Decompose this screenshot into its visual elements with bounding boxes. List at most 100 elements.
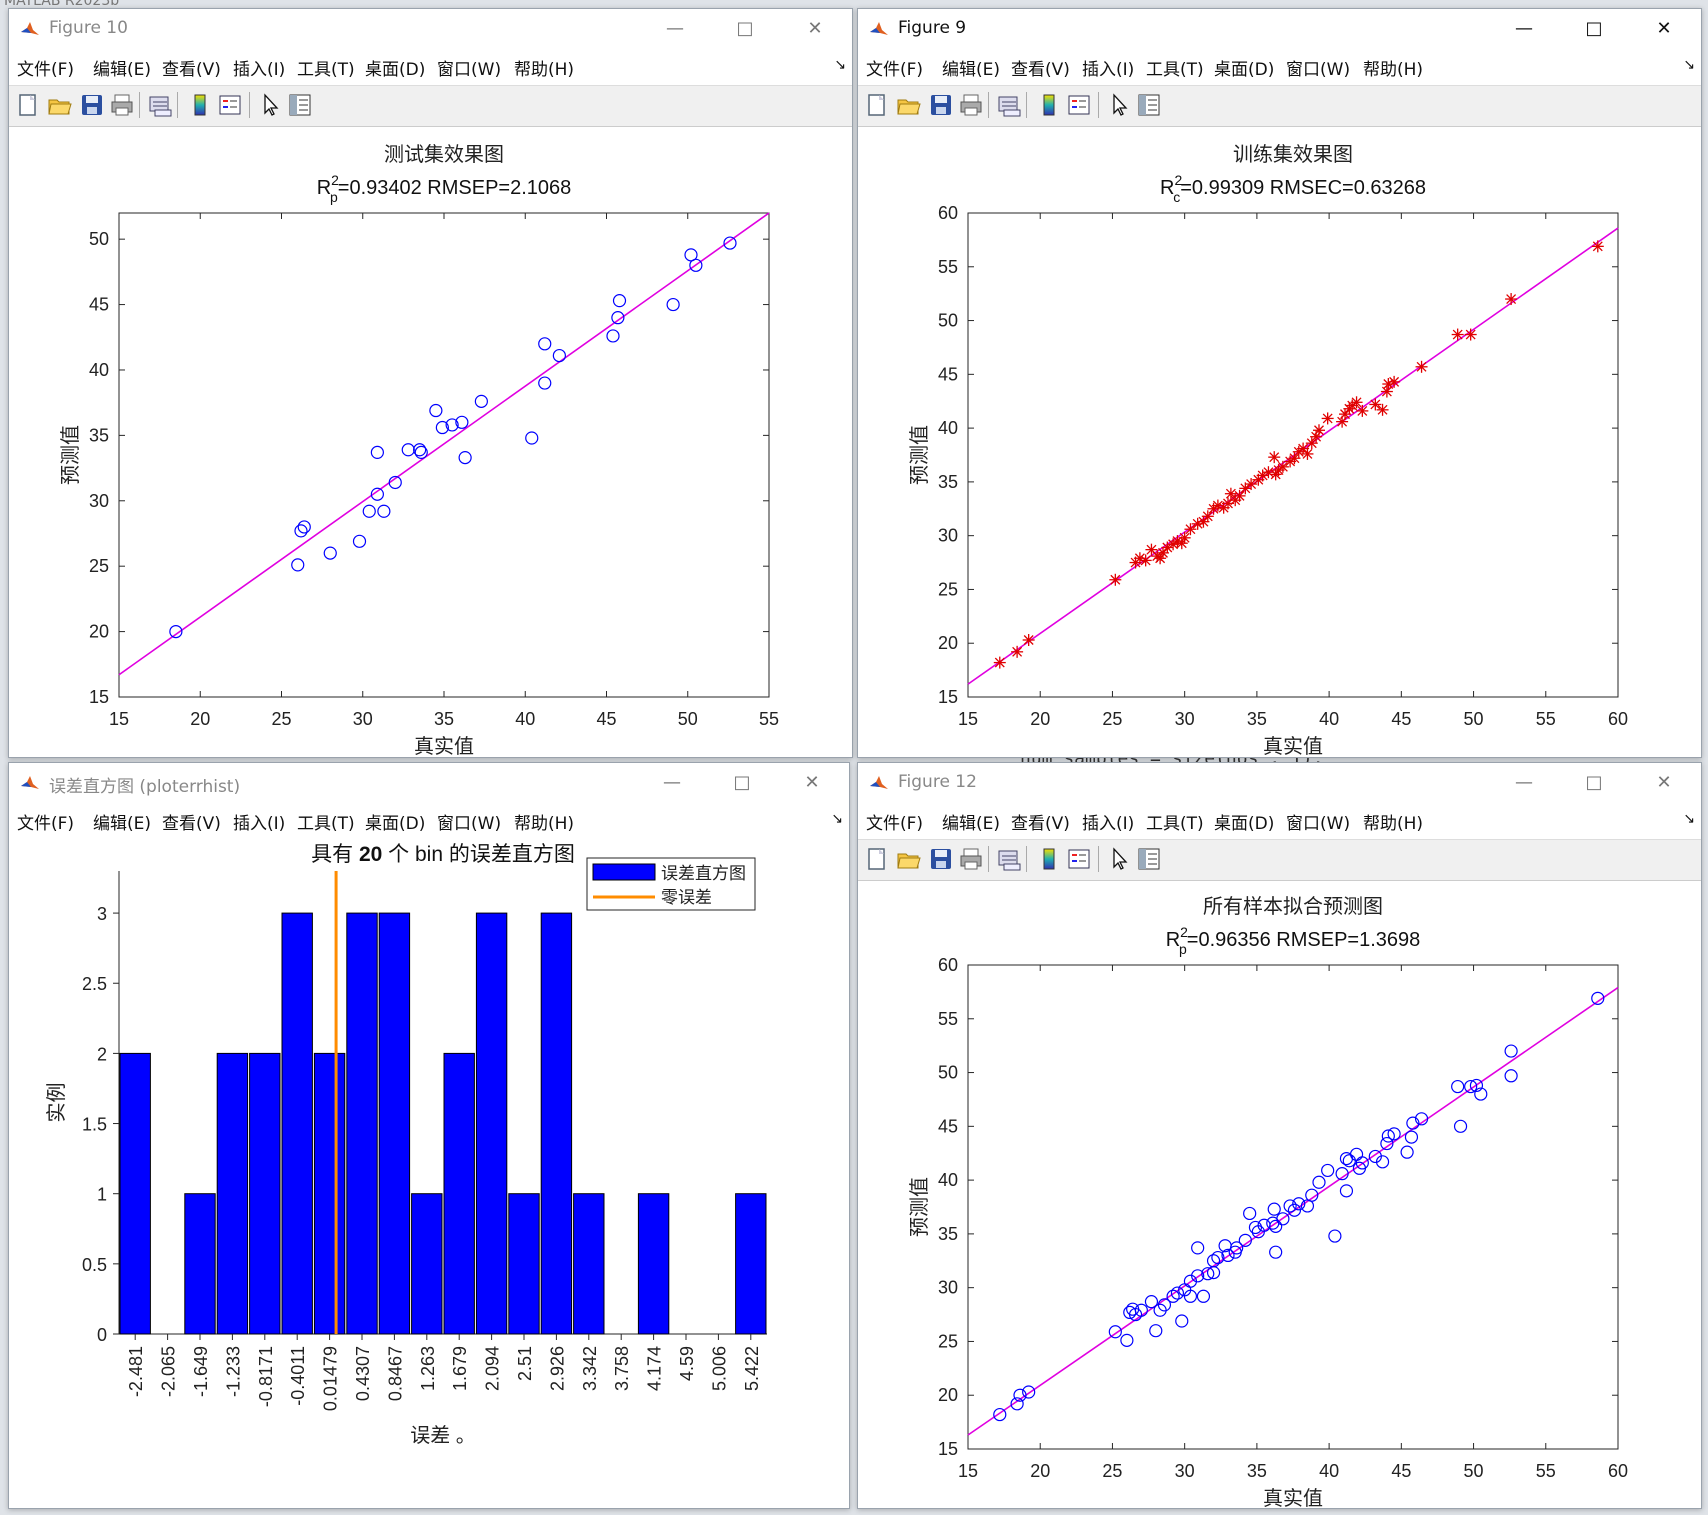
x-tick-label: 55 xyxy=(1536,709,1556,729)
close-button[interactable]: ✕ xyxy=(807,18,823,39)
menu-item[interactable]: 查看(V) xyxy=(162,814,221,834)
save-icon[interactable] xyxy=(79,92,105,118)
menu-item[interactable]: 工具(T) xyxy=(297,814,355,834)
maximize-button[interactable]: □ xyxy=(1585,772,1603,793)
open-folder-icon[interactable] xyxy=(47,92,73,118)
menu-item[interactable]: 编辑(E) xyxy=(93,60,152,80)
title-bar[interactable]: Figure 9 — □ ✕ xyxy=(858,9,1701,49)
close-button[interactable]: ✕ xyxy=(1656,772,1672,793)
new-file-icon[interactable] xyxy=(864,92,890,118)
open-folder-icon[interactable] xyxy=(896,92,922,118)
menu-item[interactable]: 窗口(W) xyxy=(437,60,502,80)
menu-item[interactable]: 文件(F) xyxy=(866,814,924,834)
menu-item[interactable]: 查看(V) xyxy=(162,60,221,80)
maximize-button[interactable]: □ xyxy=(1585,18,1603,39)
title-bar[interactable]: Figure 12 — □ ✕ xyxy=(858,763,1701,803)
close-button[interactable]: ✕ xyxy=(804,772,820,793)
y-tick-label: 0.5 xyxy=(82,1255,107,1275)
link-plot-icon[interactable] xyxy=(996,846,1022,872)
colorbar-icon[interactable] xyxy=(187,92,213,118)
menu-item[interactable]: 帮助(H) xyxy=(514,60,575,80)
window-title: Figure 12 xyxy=(898,772,977,792)
menu-item[interactable]: 编辑(E) xyxy=(93,814,152,834)
menu-item[interactable]: 窗口(W) xyxy=(1286,60,1351,80)
x-tick-label: 4.174 xyxy=(645,1346,665,1391)
menu-item[interactable]: 查看(V) xyxy=(1011,814,1070,834)
menu-item[interactable]: 帮助(H) xyxy=(1363,814,1424,834)
menu-item[interactable]: 桌面(D) xyxy=(1214,814,1275,834)
menu-item[interactable]: 帮助(H) xyxy=(1363,60,1424,80)
subtitle-subscript: p xyxy=(330,189,338,205)
menu-item[interactable]: 工具(T) xyxy=(297,60,355,80)
property-inspector-icon[interactable] xyxy=(1136,846,1162,872)
menu-item[interactable]: 文件(F) xyxy=(17,814,75,834)
menu-overflow-icon[interactable]: ↘ xyxy=(1683,57,1695,73)
data-point xyxy=(362,504,376,518)
data-point xyxy=(1339,408,1351,421)
colorbar-icon[interactable] xyxy=(1036,846,1062,872)
property-inspector-icon[interactable] xyxy=(1136,92,1162,118)
menu-item[interactable]: 编辑(E) xyxy=(942,814,1001,834)
menu-item[interactable]: 窗口(W) xyxy=(437,814,502,834)
maximize-button[interactable]: □ xyxy=(733,772,751,793)
print-icon[interactable] xyxy=(109,92,135,118)
legend-icon[interactable] xyxy=(1066,92,1092,118)
legend-icon[interactable] xyxy=(217,92,243,118)
minimize-button[interactable]: — xyxy=(1515,772,1533,793)
new-file-icon[interactable] xyxy=(15,92,41,118)
save-icon[interactable] xyxy=(928,92,954,118)
menu-item[interactable]: 编辑(E) xyxy=(942,60,1001,80)
data-point xyxy=(455,415,469,429)
colorbar-icon[interactable] xyxy=(1036,92,1062,118)
legend-icon[interactable] xyxy=(1066,846,1092,872)
menu-item[interactable]: 查看(V) xyxy=(1011,60,1070,80)
menu-item[interactable]: 桌面(D) xyxy=(365,60,426,80)
data-point xyxy=(1243,1206,1257,1221)
menu-item[interactable]: 插入(I) xyxy=(233,814,286,834)
new-file-icon[interactable] xyxy=(864,846,890,872)
menu-item[interactable]: 文件(F) xyxy=(866,60,924,80)
x-tick-label: 0.4307 xyxy=(353,1346,373,1401)
print-icon[interactable] xyxy=(958,92,984,118)
menu-overflow-icon[interactable]: ↘ xyxy=(834,57,846,73)
y-tick-label: 3 xyxy=(97,904,107,924)
data-point xyxy=(1268,451,1281,464)
menu-overflow-icon[interactable]: ↘ xyxy=(1683,811,1695,827)
menu-item[interactable]: 插入(I) xyxy=(1082,814,1135,834)
link-plot-icon[interactable] xyxy=(147,92,173,118)
menu-item[interactable]: 帮助(H) xyxy=(514,814,575,834)
menu-item[interactable]: 文件(F) xyxy=(17,60,75,80)
menu-item[interactable]: 工具(T) xyxy=(1146,814,1204,834)
minimize-button[interactable]: — xyxy=(663,772,681,793)
menu-overflow-icon[interactable]: ↘ xyxy=(831,811,843,827)
property-inspector-icon[interactable] xyxy=(287,92,313,118)
x-tick-label: 15 xyxy=(958,1461,978,1481)
menu-item[interactable]: 窗口(W) xyxy=(1286,814,1351,834)
minimize-button[interactable]: — xyxy=(666,18,684,39)
y-tick-label: 45 xyxy=(89,295,109,315)
pointer-icon[interactable] xyxy=(257,92,283,118)
data-point xyxy=(993,656,1006,669)
menu-item[interactable]: 插入(I) xyxy=(1082,60,1135,80)
minimize-button[interactable]: — xyxy=(1515,18,1533,39)
menu-item[interactable]: 工具(T) xyxy=(1146,60,1204,80)
data-point xyxy=(1292,1197,1306,1211)
title-bar[interactable]: 误差直方图 (ploterrhist) — □ ✕ xyxy=(9,763,849,803)
link-plot-icon[interactable] xyxy=(996,92,1022,118)
open-folder-icon[interactable] xyxy=(896,846,922,872)
pointer-icon[interactable] xyxy=(1106,846,1132,872)
save-icon[interactable] xyxy=(928,846,954,872)
close-button[interactable]: ✕ xyxy=(1656,18,1672,39)
title-bar[interactable]: Figure 10 — □ ✕ xyxy=(9,9,852,49)
toolbar-separator xyxy=(139,92,140,118)
subtitle-subscript: c xyxy=(1173,189,1180,205)
maximize-button[interactable]: □ xyxy=(736,18,754,39)
pointer-icon[interactable] xyxy=(1106,92,1132,118)
x-tick-label: 35 xyxy=(1247,1461,1267,1481)
menu-item[interactable]: 桌面(D) xyxy=(365,814,426,834)
x-tick-label: 20 xyxy=(1030,1461,1050,1481)
menu-item[interactable]: 插入(I) xyxy=(233,60,286,80)
data-point xyxy=(1305,437,1318,450)
print-icon[interactable] xyxy=(958,846,984,872)
menu-item[interactable]: 桌面(D) xyxy=(1214,60,1275,80)
